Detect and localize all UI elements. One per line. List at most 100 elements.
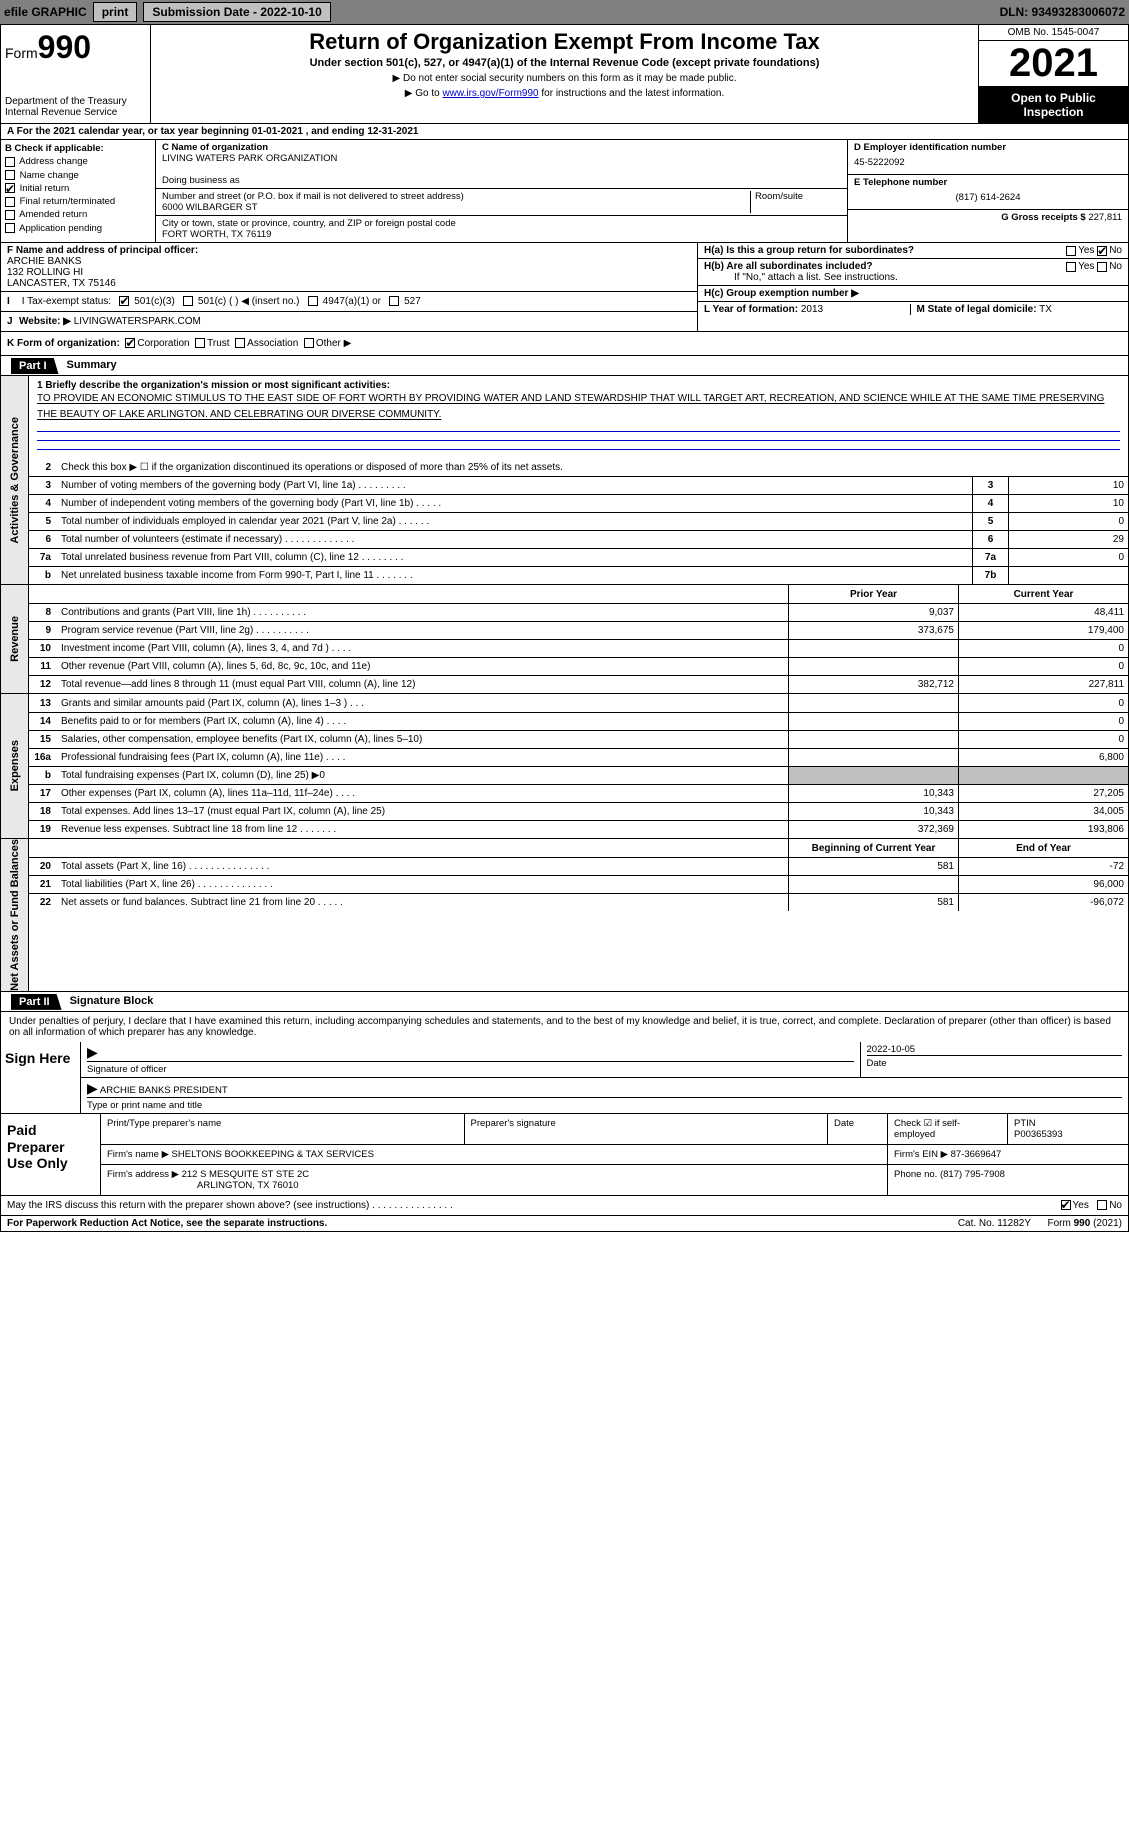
table-row: b Net unrelated business taxable income … [29, 566, 1128, 584]
line-num: 3 [29, 480, 57, 491]
checkbox[interactable] [5, 157, 15, 167]
cell-value: 29 [1008, 531, 1128, 548]
firm-addr2-value: ARLINGTON, TX 76010 [107, 1180, 299, 1191]
prep-date-label: Date [828, 1114, 888, 1144]
col-b-title: B Check if applicable: [5, 142, 151, 155]
check-trust[interactable] [195, 338, 205, 348]
k-label: K Form of organization: [7, 338, 120, 349]
discuss-no-check[interactable] [1097, 1200, 1107, 1210]
line-num: 22 [29, 897, 57, 908]
firm-name-value: SHELTONS BOOKKEEPING & TAX SERVICES [172, 1149, 374, 1160]
checkbox[interactable] [5, 210, 15, 220]
cell-current: 6,800 [958, 749, 1128, 766]
line-num: b [29, 770, 57, 781]
checkbox[interactable] [5, 170, 15, 180]
cell-current: 0 [958, 658, 1128, 675]
gross-receipts-value: 227,811 [1088, 212, 1122, 223]
check-527[interactable] [389, 296, 399, 306]
check-501c3[interactable] [119, 296, 129, 306]
org-name-label: C Name of organization [162, 142, 841, 153]
form-number: Form990 [5, 29, 146, 66]
type-name-label: Type or print name and title [87, 1097, 1122, 1111]
cell-prior [788, 731, 958, 748]
part2-header: Part II Signature Block [1, 992, 1128, 1012]
cell-current: 0 [958, 694, 1128, 712]
firm-phone-value: (817) 795-7908 [940, 1169, 1005, 1180]
cell-value: 10 [1008, 477, 1128, 494]
cell-prior: 10,343 [788, 803, 958, 820]
cell-current: 227,811 [958, 676, 1128, 693]
check-4947[interactable] [308, 296, 318, 306]
state-domicile-value: TX [1039, 304, 1052, 315]
hb-yes-check[interactable] [1066, 262, 1076, 272]
check-item: Application pending [5, 222, 151, 235]
tab-net-assets: Net Assets or Fund Balances [1, 839, 29, 991]
column-f: F Name and address of principal officer:… [1, 243, 698, 331]
website-label: Website: ▶ [19, 316, 71, 327]
rule-line [37, 431, 1120, 432]
mission-block: 1 Briefly describe the organization's mi… [29, 376, 1128, 450]
table-row: 13 Grants and similar amounts paid (Part… [29, 694, 1128, 712]
check-label: Address change [19, 156, 88, 167]
ha-label: H(a) Is this a group return for subordin… [704, 245, 1066, 256]
line-desc: Benefits paid to or for members (Part IX… [57, 714, 788, 729]
line-desc: Professional fundraising fees (Part IX, … [57, 750, 788, 765]
prep-name-label: Print/Type preparer's name [101, 1114, 465, 1144]
checkbox[interactable] [5, 197, 15, 207]
hb-no-check[interactable] [1097, 262, 1107, 272]
page-footer: For Paperwork Reduction Act Notice, see … [1, 1216, 1128, 1231]
line-desc: Total expenses. Add lines 13–17 (must eq… [57, 804, 788, 819]
501c-label: 501(c) ( ) ◀ (insert no.) [198, 296, 300, 307]
cell-current: 179,400 [958, 622, 1128, 639]
cell-prior: 9,037 [788, 604, 958, 621]
check-label: Final return/terminated [20, 196, 116, 207]
ha-no-check[interactable] [1097, 246, 1107, 256]
checkbox[interactable] [5, 223, 15, 233]
part2-title: Signature Block [70, 995, 154, 1007]
line-num: 18 [29, 806, 57, 817]
hdr-beginning-year: Beginning of Current Year [788, 839, 958, 857]
addr-label: Number and street (or P.O. box if mail i… [162, 191, 746, 202]
check-corporation[interactable] [125, 338, 135, 348]
line-desc: Contributions and grants (Part VIII, lin… [57, 605, 788, 620]
arrow-icon: ▶ [87, 1080, 98, 1096]
line-desc: Total number of volunteers (estimate if … [57, 532, 972, 547]
submission-date-button[interactable]: Submission Date - 2022-10-10 [143, 2, 330, 22]
line-num: 12 [29, 679, 57, 690]
arrow-icon: ▶ [87, 1044, 98, 1060]
table-row: 7a Total unrelated business revenue from… [29, 548, 1128, 566]
form-note1: ▶ Do not enter social security numbers o… [159, 73, 970, 84]
check-item: Name change [5, 169, 151, 182]
firm-addr1-value: 212 S MESQUITE ST STE 2C [182, 1169, 310, 1180]
form-subtitle: Under section 501(c), 527, or 4947(a)(1)… [159, 57, 970, 69]
irs-link[interactable]: www.irs.gov/Form990 [442, 88, 538, 99]
print-button[interactable]: print [93, 2, 138, 22]
table-row: 18 Total expenses. Add lines 13–17 (must… [29, 802, 1128, 820]
firm-name-label: Firm's name ▶ [107, 1149, 169, 1160]
cell-value: 0 [1008, 513, 1128, 530]
check-other[interactable] [304, 338, 314, 348]
check-item: Initial return [5, 182, 151, 195]
discuss-row: May the IRS discuss this return with the… [1, 1196, 1128, 1216]
org-address: 6000 WILBARGER ST [162, 202, 746, 213]
check-label: Application pending [19, 223, 102, 234]
line-desc: Net unrelated business taxable income fr… [57, 568, 972, 583]
line-desc: Other expenses (Part IX, column (A), lin… [57, 786, 788, 801]
check-association[interactable] [235, 338, 245, 348]
discuss-yes-check[interactable] [1061, 1200, 1071, 1210]
check-item: Amended return [5, 208, 151, 221]
cell-prior: 382,712 [788, 676, 958, 693]
part1-badge: Part I [11, 358, 59, 374]
ha-yes-check[interactable] [1066, 246, 1076, 256]
checkbox[interactable] [5, 183, 15, 193]
firm-name-cell: Firm's name ▶ SHELTONS BOOKKEEPING & TAX… [101, 1145, 888, 1164]
table-row: 9 Program service revenue (Part VIII, li… [29, 621, 1128, 639]
officer-name: ARCHIE BANKS [7, 256, 81, 267]
firm-ein-value: 87-3669647 [951, 1149, 1002, 1160]
check-501c[interactable] [183, 296, 193, 306]
table-row: 11 Other revenue (Part VIII, column (A),… [29, 657, 1128, 675]
header-right: OMB No. 1545-0047 2021 Open to Public In… [978, 25, 1128, 123]
cell-value: 0 [1008, 549, 1128, 566]
org-city: FORT WORTH, TX 76119 [162, 229, 841, 240]
revenue-section: Revenue Prior Year Current Year 8 Contri… [1, 585, 1128, 694]
